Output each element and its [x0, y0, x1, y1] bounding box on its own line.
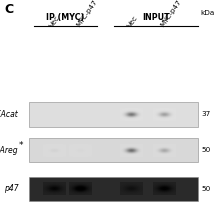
- Text: 50: 50: [201, 186, 210, 192]
- Text: 37: 37: [201, 111, 210, 118]
- Bar: [29, 177, 198, 201]
- Text: MYC-p47: MYC-p47: [76, 0, 99, 28]
- Text: *: *: [19, 141, 24, 150]
- Text: kDa: kDa: [200, 10, 214, 16]
- Text: MYC-p47: MYC-p47: [160, 0, 183, 28]
- Text: PKAreg: PKAreg: [0, 146, 19, 155]
- Text: INPUT: INPUT: [142, 13, 170, 22]
- Text: 50: 50: [201, 147, 210, 153]
- Bar: [29, 102, 198, 127]
- Text: Vec: Vec: [49, 14, 62, 28]
- Text: PKAcat: PKAcat: [0, 111, 19, 119]
- Text: IP (MYC): IP (MYC): [46, 13, 84, 22]
- Text: p47: p47: [4, 184, 19, 193]
- Bar: [29, 138, 198, 162]
- Text: Vec: Vec: [127, 14, 139, 28]
- Text: C: C: [4, 3, 13, 16]
